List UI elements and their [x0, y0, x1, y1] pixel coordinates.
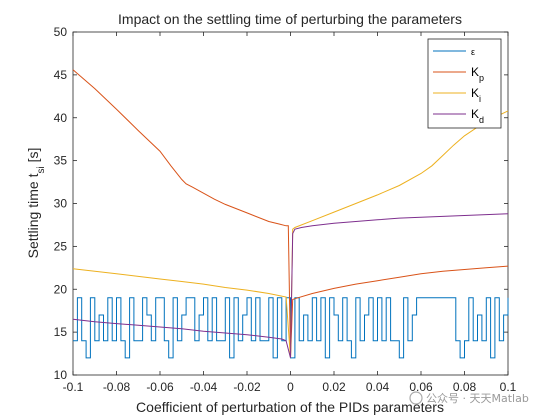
y-tick-label: 25 [54, 239, 68, 253]
y-tick-label: 10 [54, 368, 68, 382]
series-line-kp [72, 69, 509, 358]
watermark: 公众号 · 天天Matlab [409, 391, 529, 405]
watermark-text: 公众号 · 天天Matlab [426, 392, 529, 405]
x-tick-label: 0.1 [500, 380, 517, 394]
legend-label-kp: Kp [471, 65, 484, 83]
x-tick-label: 0.02 [322, 380, 346, 394]
y-axis-label: Settling time tsi [s] [25, 148, 47, 259]
y-tick-label: 20 [54, 282, 68, 296]
legend-box [427, 38, 502, 129]
y-tick-label: 30 [54, 197, 68, 211]
wechat-icon [409, 391, 423, 405]
legend: ε Kp Ki Kd [427, 38, 502, 129]
series-group [72, 69, 509, 359]
y-tick-label: 40 [54, 111, 68, 125]
x-axis-ticks: -0.1 -0.08 -0.06 -0.04 -0.02 0 0.02 0.04 0.06 0.0… [63, 32, 517, 394]
series-line-ki [72, 110, 509, 358]
x-axis-label: Coefficient of perturbation of the PIDs … [136, 399, 444, 415]
y-axis-label-main: Settling time t [25, 173, 41, 258]
chart-title: Impact on the settling time of perturbin… [118, 11, 462, 27]
x-tick-label: -0.06 [146, 380, 174, 394]
y-axis-label-unit: [s] [25, 148, 41, 167]
x-tick-label: -0.04 [190, 380, 218, 394]
x-tick-label: -0.08 [103, 380, 131, 394]
x-tick-label: -0.02 [233, 380, 261, 394]
x-tick-label: 0.06 [409, 380, 433, 394]
x-tick-label: 0.04 [366, 380, 390, 394]
y-tick-label: 15 [54, 325, 68, 339]
legend-label-epsilon: ε [471, 47, 475, 57]
x-tick-label: 0 [287, 380, 294, 394]
y-axis-label-sub: si [36, 166, 47, 173]
y-tick-label: 35 [54, 154, 68, 168]
y-tick-label: 50 [54, 25, 68, 39]
legend-label-kd: Kd [471, 107, 484, 125]
y-axis-ticks: 10 15 20 25 30 35 40 45 50 [54, 25, 508, 382]
legend-label-ki: Ki [471, 86, 481, 104]
x-tick-label: 0.08 [453, 380, 477, 394]
series-line-kd [72, 213, 509, 359]
x-tick-label: -0.1 [63, 380, 84, 394]
y-tick-label: 45 [54, 68, 68, 82]
